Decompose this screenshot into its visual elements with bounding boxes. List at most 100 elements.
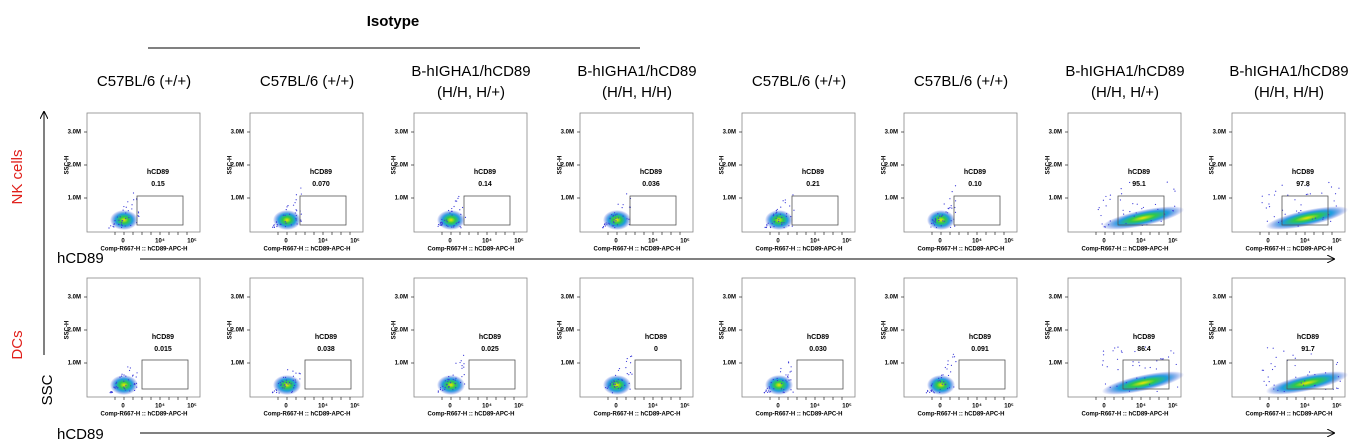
y-tick-label: 3.0M <box>1213 130 1226 136</box>
x-title: Comp-R667-H :: hCD89-APC-H <box>263 247 350 253</box>
cell-dot <box>789 205 791 207</box>
gate <box>1286 359 1334 390</box>
x-title: Comp-R667-H :: hCD89-APC-H <box>263 412 350 418</box>
cell-dot <box>782 200 784 202</box>
cell-dot <box>288 382 291 384</box>
cell-dot <box>1294 364 1296 367</box>
cell-dot <box>621 379 623 381</box>
cell-dot <box>790 379 792 381</box>
x-title: Comp-R667-H :: hCD89-APC-H <box>755 247 842 253</box>
cell-dot <box>617 379 619 381</box>
cell-dot <box>1265 384 1268 386</box>
cell-dot <box>790 370 792 372</box>
y-tick-label: 3.0M <box>723 295 736 301</box>
cell-dot <box>460 360 462 362</box>
cell-dot <box>953 356 956 358</box>
plot-frame <box>1231 112 1346 233</box>
gate-name: hCD89 <box>1292 169 1314 176</box>
x-title: Comp-R667-H :: hCD89-APC-H <box>100 247 187 253</box>
cell-dot <box>283 387 285 389</box>
cell-dot <box>763 392 765 394</box>
cell-dot <box>1109 198 1111 200</box>
outer-y-title: SSC <box>39 374 56 405</box>
cell-dot <box>1120 350 1123 352</box>
gate-name: hCD89 <box>1133 334 1155 341</box>
gate-name: hCD89 <box>1128 169 1150 176</box>
cell-dot <box>298 372 300 374</box>
cell-dot <box>937 380 939 382</box>
plot-frame <box>86 112 201 233</box>
cell-dot <box>279 223 281 225</box>
cell-dot <box>1108 224 1110 226</box>
cell-dot <box>940 377 943 379</box>
x-tick-label: 10⁵ <box>842 239 852 245</box>
cell-dot <box>110 390 112 393</box>
y-tick-label: 1.0M <box>1213 196 1226 202</box>
cell-dot <box>781 382 783 385</box>
cell-dot <box>950 220 952 222</box>
cell-dot <box>952 356 954 358</box>
cell-dot <box>1170 350 1172 352</box>
y-tick-label: 2.0M <box>885 163 898 169</box>
cell-dot <box>776 211 778 213</box>
cell-dot <box>448 209 450 212</box>
gate <box>1122 359 1170 390</box>
flow-plot: hCD89 95.1 3.0M 2.0M 1.0M SSC-H 0 10⁴ 10⁵Comp-R6… <box>1046 112 1185 253</box>
cell-dot <box>446 221 448 223</box>
cell-dot <box>299 373 301 375</box>
cell-dot <box>940 215 943 217</box>
cell-dot <box>776 208 778 211</box>
cell-dot <box>629 362 632 364</box>
y-tick-label: 3.0M <box>68 295 81 301</box>
cell-dot <box>448 379 450 381</box>
cell-dot <box>1335 363 1338 365</box>
cell-dot <box>608 384 610 386</box>
y-tick-label: 3.0M <box>561 295 574 301</box>
cell-dot <box>788 225 790 227</box>
cell-dot <box>630 355 633 357</box>
cell-dot <box>282 381 284 383</box>
y-title: SSC-H <box>228 321 234 340</box>
cell-dot <box>461 206 464 209</box>
x-title: Comp-R667-H :: hCD89-APC-H <box>917 247 1004 253</box>
cell-dot <box>123 387 126 390</box>
cell-dot <box>453 224 455 227</box>
cell-dot <box>127 210 129 212</box>
cell-dot <box>775 212 777 214</box>
cell-dot <box>441 218 443 221</box>
y-title: SSC-H <box>65 156 71 175</box>
cell-dot <box>121 373 123 375</box>
cell-dot <box>127 379 130 381</box>
cell-dot <box>285 379 288 381</box>
y-title: SSC-H <box>392 156 398 175</box>
cell-dot <box>946 368 948 370</box>
y-tick-label: 1.0M <box>1049 361 1062 367</box>
cell-dot <box>437 223 440 226</box>
cell-dot <box>1337 376 1340 378</box>
cell-cloud <box>271 369 301 395</box>
cell-dot <box>110 392 112 394</box>
cell-dot <box>454 200 457 202</box>
cell-dot <box>125 217 127 220</box>
column-label: (H/H, H/H) <box>602 84 672 101</box>
cell-dot <box>954 206 956 209</box>
plot-frame <box>1067 112 1182 233</box>
outer-x-title: hCD89 <box>57 426 104 443</box>
cell-dot <box>448 385 450 388</box>
cell-dot <box>444 388 446 390</box>
cell-dot <box>1172 210 1174 212</box>
cell-dot <box>941 383 943 385</box>
cell-dot <box>289 213 291 215</box>
cell-dot <box>453 205 455 208</box>
cell-dot <box>1275 356 1277 358</box>
cell-dot <box>459 209 461 211</box>
cell-dot <box>1104 383 1107 385</box>
cell-dot <box>114 219 116 222</box>
cell-dot <box>931 389 933 391</box>
gate <box>136 195 184 226</box>
cell-dot <box>296 210 298 212</box>
cell-dot <box>453 226 455 228</box>
cell-dot <box>120 226 123 229</box>
cell-dot <box>1307 193 1309 195</box>
cell-dot <box>791 225 793 227</box>
